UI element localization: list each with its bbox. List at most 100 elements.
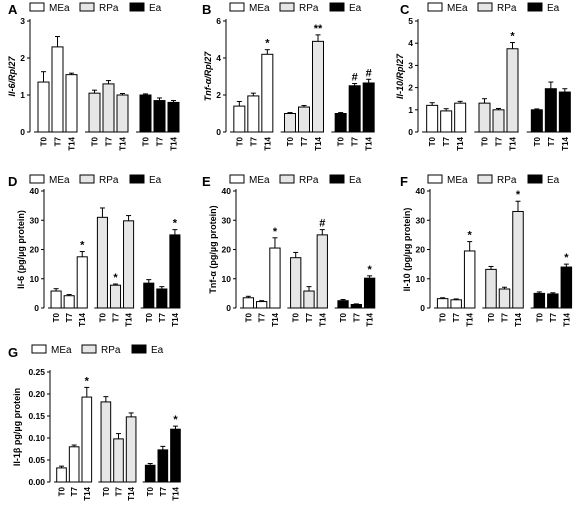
significance-mark: * bbox=[468, 230, 473, 242]
y-axis-label: Tnf-α/Rpl27 bbox=[203, 51, 213, 102]
y-tick-label: 5 bbox=[408, 16, 413, 26]
x-tick-label: T7 bbox=[115, 486, 124, 496]
bar-rpa-t14 bbox=[506, 48, 519, 133]
y-tick-label: 10 bbox=[416, 274, 426, 284]
legend-label-rpa: RPa bbox=[299, 175, 319, 186]
x-tick-label: T7 bbox=[549, 312, 558, 322]
bar-rpa-t14 bbox=[316, 234, 328, 309]
legend-label-mea: MEa bbox=[49, 3, 70, 14]
significance-mark: # bbox=[319, 218, 325, 230]
bar-ea-t14 bbox=[560, 266, 573, 309]
y-axis-label: Il-1β pg/µg protein bbox=[12, 388, 22, 466]
bar-ea-t14 bbox=[169, 234, 181, 309]
x-tick-label: T7 bbox=[501, 312, 510, 322]
legend-swatch-mea bbox=[31, 344, 47, 354]
x-tick-label: T14 bbox=[561, 136, 570, 150]
legend-label-mea: MEa bbox=[447, 3, 468, 14]
legend-swatch-ea bbox=[131, 344, 147, 354]
y-tick-label: 20 bbox=[222, 245, 232, 255]
y-tick-label: 0.25 bbox=[28, 367, 45, 377]
x-tick-label: T0 bbox=[292, 312, 301, 322]
y-tick-label: 0.05 bbox=[28, 455, 45, 465]
y-tick-label: 0 bbox=[20, 127, 25, 137]
legend-swatch-mea bbox=[229, 2, 245, 12]
bar-ea-t14 bbox=[363, 277, 376, 309]
y-tick-label: 4 bbox=[408, 38, 413, 48]
bar-rpa-t0 bbox=[88, 92, 101, 133]
x-tick-label: T7 bbox=[54, 136, 63, 146]
y-tick-label: 30 bbox=[416, 215, 426, 225]
legend-label-rpa: RPa bbox=[99, 3, 119, 14]
bar-rpa-t14 bbox=[125, 416, 137, 483]
bar-mea-t7 bbox=[247, 95, 260, 133]
legend-label-rpa: RPa bbox=[101, 345, 121, 356]
panel-letter: D bbox=[8, 174, 17, 189]
bar-rpa-t0 bbox=[485, 268, 497, 309]
bar-ea-t0 bbox=[533, 292, 546, 309]
y-tick-label: 4 bbox=[216, 53, 221, 63]
legend: MEa RPa Ea bbox=[31, 344, 164, 356]
x-tick-label: T0 bbox=[487, 312, 496, 322]
panel-letter: F bbox=[400, 174, 408, 189]
x-tick-label: T14 bbox=[318, 312, 327, 326]
panel-letter: A bbox=[8, 2, 18, 17]
x-tick-label: T0 bbox=[91, 136, 100, 146]
y-tick-label: 3 bbox=[408, 60, 413, 70]
x-tick-label: T14 bbox=[119, 136, 128, 150]
x-tick-label: T14 bbox=[314, 136, 323, 150]
y-tick-label: 20 bbox=[30, 245, 40, 255]
legend-label-mea: MEa bbox=[49, 175, 70, 186]
x-tick-label: T14 bbox=[562, 312, 571, 326]
bar-ea-t7 bbox=[157, 449, 169, 483]
y-tick-label: 0 bbox=[34, 303, 39, 313]
x-tick-label: T14 bbox=[171, 486, 180, 500]
bar-rpa-t0 bbox=[284, 113, 296, 133]
bar-rpa-t7 bbox=[102, 83, 115, 133]
legend-swatch-ea bbox=[329, 174, 345, 184]
x-tick-label: T7 bbox=[351, 136, 360, 146]
x-tick-label: T7 bbox=[452, 312, 461, 322]
bar-mea-t0 bbox=[233, 105, 246, 133]
significance-mark: # bbox=[366, 67, 372, 79]
x-tick-label: T0 bbox=[337, 136, 346, 146]
y-tick-label: 0 bbox=[420, 303, 425, 313]
bar-ea-t0 bbox=[530, 109, 543, 133]
legend-swatch-rpa bbox=[79, 2, 95, 12]
y-tick-label: 40 bbox=[222, 186, 232, 196]
legend: MEa RPa Ea bbox=[29, 2, 162, 14]
y-axis-label: Il-6/Rpl27 bbox=[7, 56, 17, 97]
legend-label-mea: MEa bbox=[249, 3, 270, 14]
legend: MEa RPa Ea bbox=[427, 174, 560, 186]
y-tick-label: 0.00 bbox=[28, 477, 45, 487]
legend-swatch-mea bbox=[229, 174, 245, 184]
y-tick-label: 0.20 bbox=[28, 389, 45, 399]
y-tick-label: 6 bbox=[216, 16, 221, 26]
legend-swatch-ea bbox=[527, 2, 543, 12]
legend-label-mea: MEa bbox=[447, 175, 468, 186]
significance-mark: * bbox=[173, 218, 178, 230]
x-tick-label: T7 bbox=[442, 136, 451, 146]
y-tick-label: 0 bbox=[226, 303, 231, 313]
bar-mea-t7 bbox=[440, 110, 453, 133]
legend-label-ea: Ea bbox=[149, 175, 162, 186]
bar-ea-t7 bbox=[153, 100, 166, 133]
panel-a: A MEa RPa Ea 0 1 2 3 Il-6/Rpl27 T0 T7 T14 T0 T7 T14 T0 T… bbox=[7, 2, 180, 151]
legend-swatch-rpa bbox=[279, 2, 295, 12]
bar-mea-t7 bbox=[450, 299, 462, 309]
y-tick-label: 40 bbox=[30, 186, 40, 196]
y-tick-label: 0.10 bbox=[28, 433, 45, 443]
bar-mea-t0 bbox=[426, 104, 439, 133]
significance-mark: * bbox=[273, 226, 278, 238]
y-tick-label: 3 bbox=[20, 16, 25, 26]
significance-mark: * bbox=[80, 240, 85, 252]
bar-mea-t7 bbox=[51, 46, 64, 133]
bar-ea-t0 bbox=[139, 94, 152, 133]
bar-ea-t0 bbox=[143, 282, 155, 309]
panel-g: G MEa RPa Ea 0.00 0.05 0.10 0.15 0.20 0.25 Il-1β p… bbox=[8, 344, 181, 501]
x-tick-label: T0 bbox=[98, 312, 107, 322]
y-tick-label: 40 bbox=[416, 186, 426, 196]
panel-letter: B bbox=[202, 2, 211, 17]
panel-d: D MEa RPa Ea 0 10 20 30 40 Il-6 (pg/µg protein) T0… bbox=[8, 174, 181, 327]
x-tick-label: T7 bbox=[258, 312, 267, 322]
